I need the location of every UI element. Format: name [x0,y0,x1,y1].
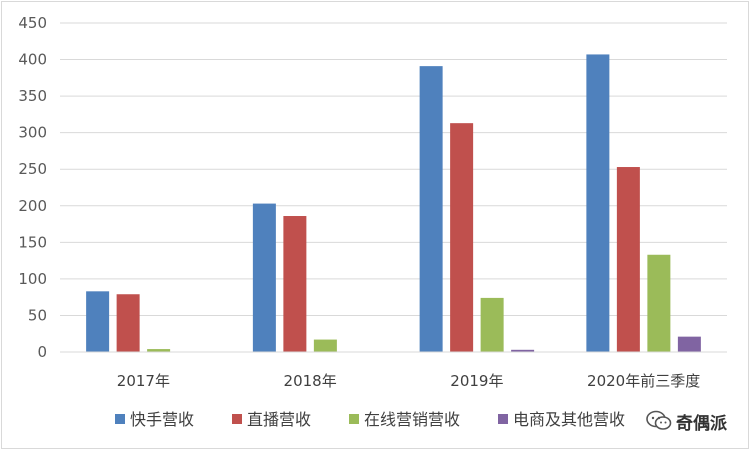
watermark-text: 奇偶派 [676,413,727,434]
y-tick-label: 200 [18,197,47,215]
y-tick-label: 250 [18,160,47,178]
bar-2-3 [511,349,535,352]
legend-swatch [349,414,359,424]
bar-1-1 [283,216,307,352]
y-tick-label: 400 [18,51,47,69]
y-tick-label: 300 [18,124,47,142]
legend-label: 在线营销营收 [364,410,460,429]
category-label: 2019年 [450,372,503,390]
bar-3-0 [586,54,610,353]
bar-2-0 [419,66,443,352]
y-tick-label: 0 [37,343,47,361]
bar-1-2 [313,339,337,352]
legend-label: 快手营收 [130,410,194,429]
bar-2-1 [450,123,474,352]
watermark: 奇偶派 [642,406,733,436]
bar-3-1 [616,167,640,352]
legend-label: 直播营收 [247,410,311,429]
y-tick-label: 50 [28,306,47,324]
category-label: 2018年 [284,372,337,390]
y-tick-label: 350 [18,87,47,105]
legend-swatch [115,414,125,424]
legend: 快手营收 直播营收 在线营销营收 电商及其他营收 [115,410,625,429]
category-label: 2017年 [117,372,170,390]
bars [86,54,701,353]
bar-3-2 [647,254,671,352]
bar-0-0 [86,291,110,352]
bar-1-0 [252,203,276,352]
gridlines [60,22,727,316]
bar-0-1 [116,294,140,352]
category-label: 2020年前三季度 [587,372,700,390]
wechat-icon [646,410,672,430]
legend-swatch [498,414,508,424]
bar-2-2 [480,297,504,352]
legend-label: 电商及其他营收 [513,410,625,429]
bar-3-3 [677,336,701,352]
y-tick-label: 450 [18,14,47,32]
y-tick-label: 150 [18,233,47,251]
legend-swatch [232,414,242,424]
y-axis-tick-labels: 0 50 100 150 200 250 300 350 400 450 [18,14,47,361]
bar-0-2 [147,349,171,352]
category-labels: 2017年 2018年 2019年 2020年前三季度 [117,372,700,390]
y-tick-label: 100 [18,270,47,288]
